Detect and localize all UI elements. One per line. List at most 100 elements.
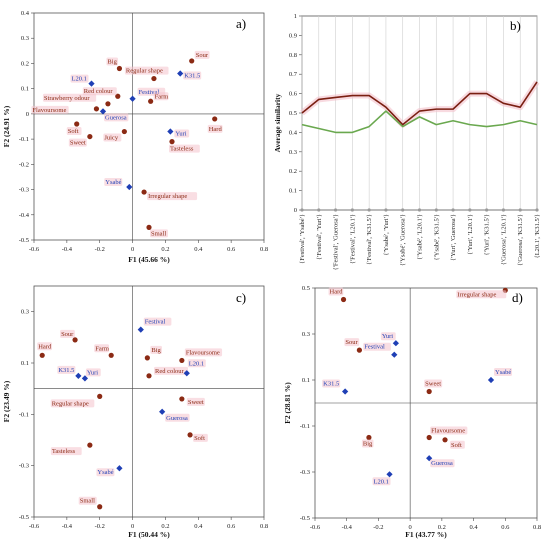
- point-small: Small: [78, 496, 103, 510]
- attribute-marker: [366, 434, 372, 441]
- point-sour: Sour: [344, 338, 362, 353]
- point-irregular-shape: Irregular shape: [141, 189, 198, 201]
- product-marker: [392, 340, 399, 347]
- point-irregular-shape: Irregular shape: [456, 287, 508, 299]
- point-label: Sour: [345, 339, 358, 346]
- point-label: Regular shape: [126, 68, 163, 75]
- x-tick-label: 0.2: [438, 524, 446, 531]
- point-label: Hard: [38, 343, 52, 350]
- category-marker: [317, 208, 321, 212]
- label-highlight: [85, 368, 101, 377]
- label-highlight: [186, 397, 205, 406]
- x-tick-label: -0.2: [373, 524, 383, 531]
- attribute-marker: [442, 437, 448, 443]
- point-sweet: Sweet: [68, 133, 93, 147]
- attribute-marker: [93, 106, 100, 112]
- point-strawberry-odour: Strawberry odour: [42, 93, 111, 107]
- label-highlight: [31, 105, 69, 114]
- point-l20-1: L20.1: [372, 471, 393, 486]
- point-red-colour: Red colour: [82, 87, 121, 99]
- product-marker: [99, 108, 107, 115]
- point-label: Sour: [61, 331, 74, 338]
- y-tick-label: 0.2: [21, 60, 29, 67]
- x-axis-label: F1 (45.66 %): [128, 255, 170, 264]
- y-tick-label: 1: [294, 13, 297, 20]
- point-flavoursome: Flavoursome: [426, 426, 468, 441]
- point-sour: Sour: [60, 329, 78, 343]
- panel-label: d): [512, 290, 523, 305]
- x-category-label: {'Ysabé', 'L20.1'}: [417, 214, 424, 260]
- label-highlight: [361, 439, 374, 448]
- label-highlight: [494, 368, 513, 376]
- label-highlight: [165, 413, 190, 422]
- y-tick-label: -0.4: [19, 212, 30, 219]
- x-category-label: {'Festival', 'L20.1'}: [349, 214, 356, 264]
- category-marker: [401, 208, 405, 212]
- category-marker: [350, 208, 354, 212]
- x-tick-label: -0.4: [342, 524, 353, 531]
- point-label: Farm: [155, 93, 169, 100]
- label-highlight: [322, 379, 341, 388]
- point-l20-1: L20.1: [183, 359, 206, 377]
- label-highlight: [450, 440, 465, 449]
- point-label: Big: [151, 347, 161, 354]
- attribute-marker: [141, 189, 147, 195]
- label-highlight: [150, 229, 168, 238]
- x-tick-label: 0.2: [161, 523, 169, 530]
- x-category-label: {'Guerosa', 'K31.5'}: [517, 214, 524, 266]
- point-regular-shape: Regular shape: [124, 66, 169, 82]
- x-category-label: {'Festival', 'Guerosa'}: [333, 214, 340, 270]
- y-tick-label: -0.2: [19, 161, 29, 168]
- point-hard: Hard: [37, 342, 53, 358]
- chart-c: -0.6 -0.4 -0.2 0 0.2 0.4 0.6 0.8 -0.5 -0.3 -0.1 0.1…: [2, 285, 268, 539]
- label-highlight: [94, 344, 110, 353]
- label-highlight: [372, 477, 391, 486]
- point-label: Guerosa: [105, 114, 127, 121]
- point-label: Small: [80, 498, 95, 505]
- product-marker: [391, 351, 398, 358]
- x-tick-label: 0.2: [161, 246, 169, 253]
- category-marker: [485, 208, 489, 212]
- label-highlight: [424, 379, 443, 388]
- attribute-marker: [146, 224, 152, 230]
- series-1-line: [301, 81, 538, 126]
- attribute-marker: [97, 393, 103, 399]
- category-marker: [434, 208, 438, 212]
- point-soft: Soft: [66, 121, 82, 135]
- panel-label: c): [236, 290, 246, 305]
- x-axis-label: F1 (43.77 %): [405, 530, 447, 539]
- point-label: Irregular shape: [148, 193, 187, 200]
- x-tick-label: 0.4: [194, 523, 203, 530]
- x-tick-label: -0.4: [62, 523, 73, 530]
- point-label: Hard: [209, 126, 223, 133]
- y-tick-label: -0.3: [300, 469, 310, 476]
- point-label: Tasteless: [52, 448, 76, 455]
- point-k31-5: K31.5: [177, 70, 202, 80]
- product-marker: [386, 471, 393, 478]
- y-tick-label: 0.5: [302, 285, 310, 292]
- y-tick-label: 0.3: [21, 35, 29, 42]
- label-highlight: [70, 74, 89, 83]
- attribute-marker: [144, 355, 150, 361]
- x-tick-label: 0: [409, 524, 412, 531]
- point-yuri: Yuri: [81, 368, 101, 382]
- point-label: Big: [107, 58, 117, 65]
- attribute-marker: [115, 93, 121, 99]
- label-highlight: [82, 87, 117, 96]
- chart-d: -0.6 -0.4 -0.2 0 0.2 0.4 0.6 0.8 -0.5 -0.3 -0.1 0.1…: [283, 285, 541, 539]
- label-highlight: [184, 348, 223, 357]
- y-tick-label: 0.3: [21, 309, 29, 316]
- product-marker: [342, 388, 349, 395]
- attribute-marker: [148, 98, 154, 104]
- x-category-label: {Festival', 'Ysabé'}: [299, 214, 306, 264]
- product-marker: [126, 183, 133, 191]
- point-festival: Festival: [137, 317, 172, 333]
- x-tick-label: -0.6: [29, 523, 40, 530]
- plot-frame: [33, 285, 265, 518]
- label-highlight: [50, 447, 82, 456]
- point-label: Irregular shape: [457, 291, 496, 298]
- label-highlight: [104, 113, 129, 122]
- x-tick-label: 0.6: [227, 246, 236, 253]
- x-category-label: {L20.1', 'K31.5'}: [534, 214, 541, 258]
- point-l20-1: L20.1: [70, 74, 95, 87]
